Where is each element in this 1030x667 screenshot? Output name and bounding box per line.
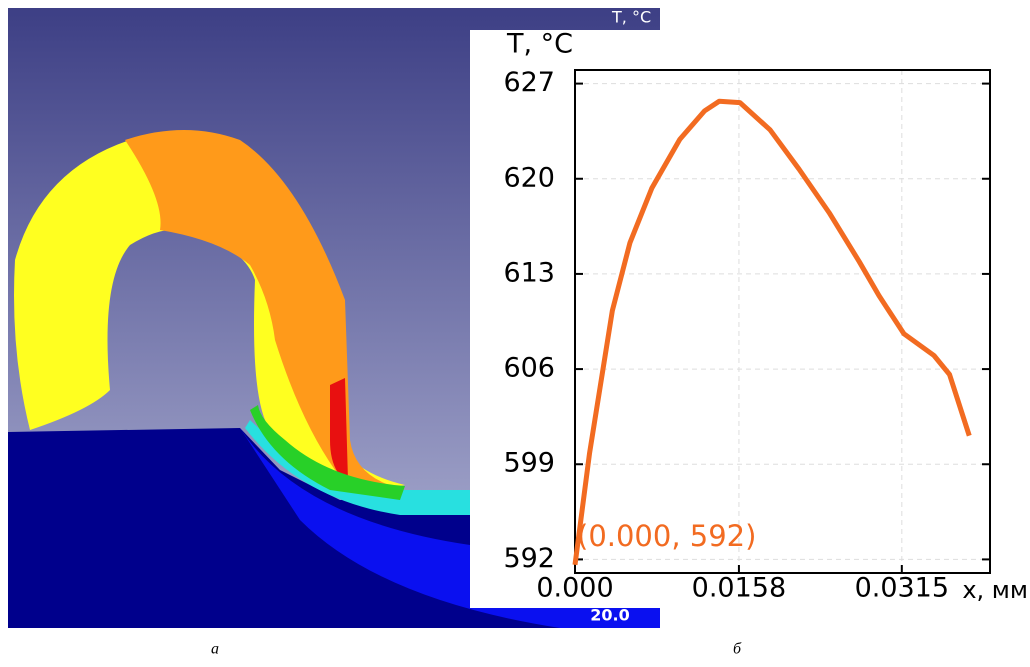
y-tick-label: 620	[503, 162, 555, 193]
line	[572, 98, 972, 566]
caption: а	[211, 641, 219, 658]
zone-green	[250, 405, 405, 500]
legend-title: T, °C	[611, 8, 651, 27]
chip-orange	[125, 130, 395, 489]
annotation: (0.000, 592)	[577, 519, 756, 553]
y-tick-label: 599	[503, 448, 555, 479]
y-tick-label: 606	[503, 353, 555, 384]
y-tick-label: 592	[503, 543, 555, 574]
caption: б	[733, 641, 742, 658]
chip-red	[330, 378, 360, 488]
y-tick-label: 627	[503, 67, 555, 98]
x-tick-label: 0.000	[536, 573, 613, 604]
zone-cyan	[245, 420, 470, 515]
legend-min: 20.0	[590, 606, 629, 625]
plot-frame	[574, 69, 991, 574]
x-axis-label: x, мм	[962, 576, 1028, 604]
y-axis-label: T, °C	[506, 29, 573, 60]
chart-panel	[470, 30, 1030, 608]
y-tick-label: 613	[503, 257, 555, 288]
x-tick-label: 0.0315	[855, 573, 949, 604]
x-tick-label: 0.0158	[692, 573, 786, 604]
